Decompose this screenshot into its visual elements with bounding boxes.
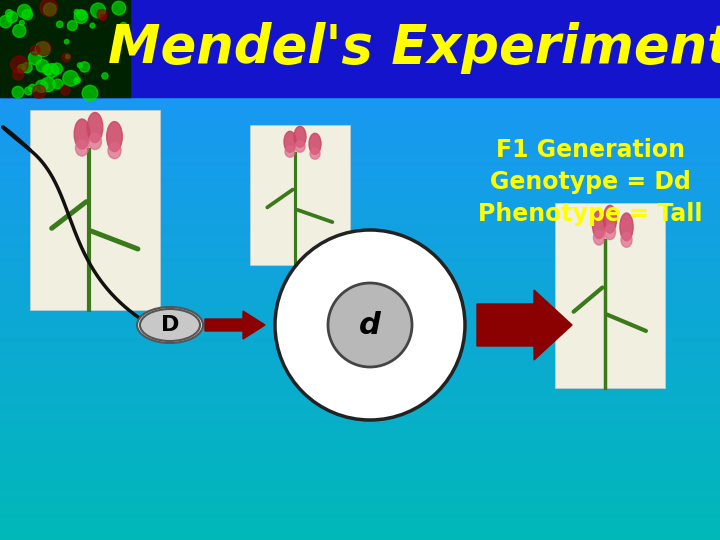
Bar [0,0,130,97]
Circle shape [40,0,58,16]
Ellipse shape [284,131,296,152]
Ellipse shape [603,205,616,233]
FancyArrowPatch shape [297,210,333,222]
Ellipse shape [294,126,306,147]
Ellipse shape [605,225,616,240]
Ellipse shape [76,140,89,156]
Circle shape [82,85,98,101]
Circle shape [74,10,88,23]
Circle shape [90,23,95,28]
Ellipse shape [593,230,605,245]
Circle shape [120,22,127,29]
FancyArrowPatch shape [574,287,603,312]
Circle shape [62,53,71,62]
FancyArrowPatch shape [607,315,646,331]
Text: F1 Generation: F1 Generation [495,138,685,162]
Circle shape [35,42,50,57]
Bar [30,110,160,310]
FancyArrowPatch shape [91,231,138,249]
Circle shape [97,9,107,19]
Bar [0,0,720,97]
Circle shape [66,55,70,59]
Circle shape [45,64,58,78]
Circle shape [12,86,24,98]
Circle shape [36,59,49,72]
Circle shape [0,15,12,28]
Text: Mendel's Experiment: Mendel's Experiment [108,23,720,75]
Circle shape [100,15,107,21]
Ellipse shape [620,213,633,241]
Circle shape [17,4,31,18]
Circle shape [13,69,24,80]
Circle shape [28,51,42,65]
Bar [555,202,665,388]
Circle shape [35,80,48,92]
Circle shape [11,56,28,73]
Circle shape [102,73,108,79]
Circle shape [53,79,63,89]
Ellipse shape [593,211,606,239]
FancyArrow shape [477,290,572,360]
Bar [250,125,350,265]
Circle shape [22,9,32,20]
Circle shape [74,78,80,84]
Ellipse shape [140,309,200,341]
FancyArrowPatch shape [52,202,86,228]
Circle shape [29,84,36,92]
Circle shape [68,21,77,31]
Circle shape [76,10,86,20]
Circle shape [74,10,79,15]
Circle shape [6,10,13,17]
Ellipse shape [87,112,103,143]
FancyArrowPatch shape [267,190,293,207]
Ellipse shape [107,122,122,152]
Circle shape [13,24,26,37]
Circle shape [328,283,412,367]
Ellipse shape [310,148,320,159]
Circle shape [51,63,63,75]
Circle shape [91,3,105,18]
Circle shape [42,64,53,75]
Ellipse shape [108,143,121,159]
Circle shape [63,71,78,86]
Circle shape [60,86,70,95]
Circle shape [57,21,63,28]
Text: d: d [359,310,381,340]
Ellipse shape [137,307,203,343]
Circle shape [32,85,46,98]
Circle shape [19,21,24,25]
Ellipse shape [89,133,102,150]
Ellipse shape [309,133,321,154]
FancyArrow shape [205,311,265,339]
Circle shape [275,230,465,420]
Text: Genotype = Dd: Genotype = Dd [490,170,690,194]
Ellipse shape [295,141,305,152]
Text: Phenotype = Tall: Phenotype = Tall [478,202,702,226]
Text: D: D [161,315,179,335]
Ellipse shape [285,146,295,157]
Circle shape [79,62,89,72]
Circle shape [41,77,55,92]
Circle shape [78,63,82,68]
Circle shape [112,1,126,15]
Ellipse shape [74,119,90,149]
Circle shape [6,11,17,23]
Circle shape [17,64,26,73]
Circle shape [22,63,32,73]
Circle shape [24,87,32,95]
Circle shape [64,39,69,44]
Circle shape [37,41,51,56]
Circle shape [43,3,56,16]
Circle shape [30,45,40,55]
Ellipse shape [621,232,632,247]
Circle shape [76,77,81,82]
